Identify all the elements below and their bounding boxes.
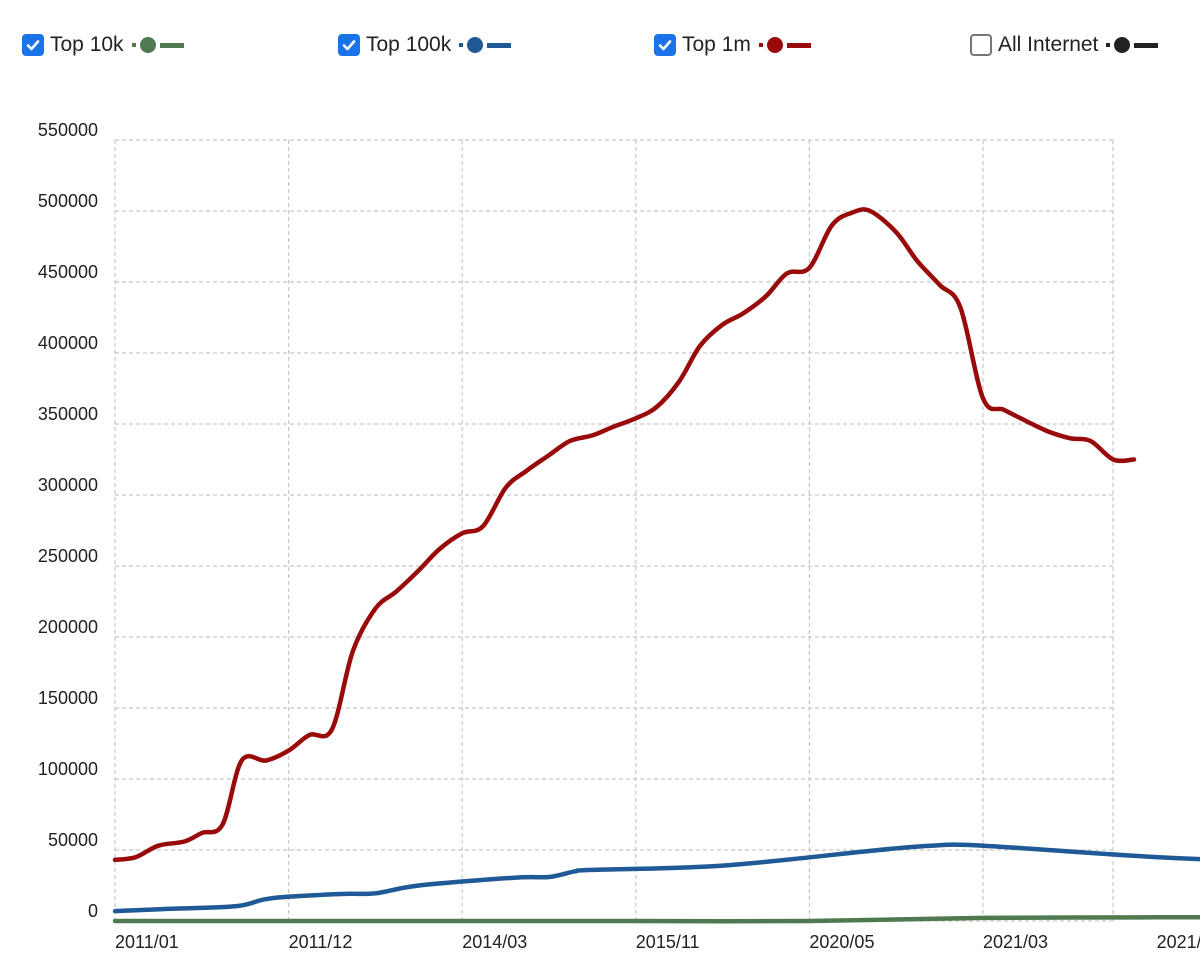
y-tick-label: 150000 [38, 688, 98, 708]
legend-item-top-1m[interactable]: Top 1m [654, 28, 811, 62]
checkmark-icon [658, 40, 672, 51]
y-tick-label: 450000 [38, 262, 98, 282]
y-tick-label: 350000 [38, 404, 98, 424]
y-tick-label: 300000 [38, 475, 98, 495]
legend-item-all-internet[interactable]: All Internet [970, 28, 1159, 62]
y-tick-label: 400000 [38, 333, 98, 353]
y-tick-label: 250000 [38, 546, 98, 566]
checkbox-top-100k[interactable] [338, 34, 360, 56]
series-line-top-10k [112, 914, 1200, 924]
dot-line-swatch-icon [1106, 37, 1159, 53]
checkbox-all-internet[interactable] [970, 34, 992, 56]
x-tick-label: 2015/11 [636, 932, 700, 952]
x-tick-label: 2011/12 [289, 932, 353, 952]
checkmark-icon [342, 40, 356, 51]
y-tick-label: 550000 [38, 120, 98, 140]
checkbox-top-1m[interactable] [654, 34, 676, 56]
dot-line-swatch-icon [131, 37, 184, 53]
legend-item-top-10k[interactable]: Top 10k [22, 28, 184, 62]
legend-label-top-1m: Top 1m [682, 33, 751, 56]
series-line-top-1m [112, 207, 1137, 863]
y-tick-label: 500000 [38, 191, 98, 211]
x-tick-label: 2014/03 [462, 932, 527, 952]
x-tick-label: 2011/01 [115, 932, 179, 952]
legend-label-top-100k: Top 100k [366, 33, 452, 56]
y-tick-label: 0 [88, 901, 98, 921]
y-tick-label: 200000 [38, 617, 98, 637]
dot-line-swatch-icon [459, 37, 512, 53]
y-tick-label: 50000 [48, 830, 98, 850]
series-line-top-100k [112, 842, 1200, 914]
dot-line-swatch-icon [758, 37, 811, 53]
x-tick-label: 2020/05 [809, 932, 874, 952]
y-tick-label: 100000 [38, 759, 98, 779]
x-tick-label: 2021/09 [1157, 932, 1200, 952]
legend-label-all-internet: All Internet [998, 33, 1099, 56]
legend-item-top-100k[interactable]: Top 100k [338, 28, 512, 62]
checkbox-top-10k[interactable] [22, 34, 44, 56]
checkmark-icon [26, 40, 40, 51]
x-tick-label: 2021/03 [983, 932, 1048, 952]
chart-legend: Top 10k Top 100k Top 1m All Internet [0, 28, 1200, 62]
legend-label-top-10k: Top 10k [50, 33, 124, 56]
